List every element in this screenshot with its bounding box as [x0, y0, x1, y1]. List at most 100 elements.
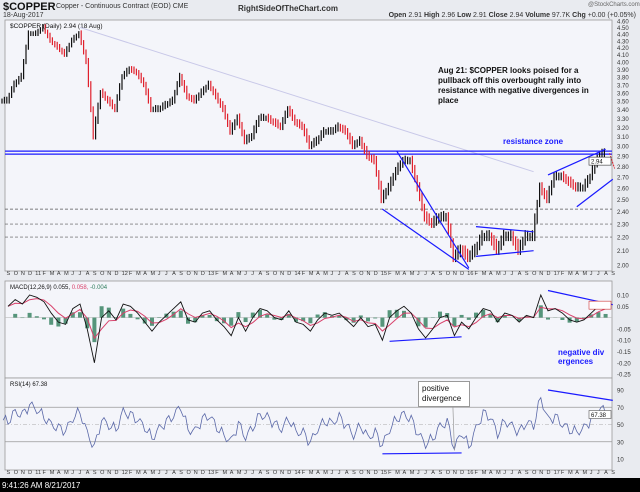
volume-label: Volume [525, 12, 550, 19]
x-axis-tick: M [50, 470, 55, 476]
x-axis-tick: J [511, 470, 514, 476]
macd-histogram-bar [250, 312, 255, 318]
x-axis-tick: M [309, 271, 314, 277]
macd-histogram-bar [85, 317, 90, 329]
close-value: 2.94 [509, 12, 524, 19]
x-axis-tick: D [115, 271, 119, 277]
price-axis-tick: 3.40 [617, 108, 629, 114]
x-axis-tick: S [266, 271, 270, 277]
trendline [475, 250, 534, 257]
x-axis-tick: D [201, 271, 205, 277]
annotation-note: Aug 21: $COPPER looks poised for a pullb… [438, 66, 589, 105]
macd-histogram-bar [373, 317, 378, 319]
x-axis-tick: F [475, 470, 479, 476]
x-axis-tick: M [64, 271, 69, 277]
x-axis-tick: D [374, 470, 378, 476]
x-axis-tick: D [28, 271, 32, 277]
x-axis-tick: M [410, 271, 415, 277]
x-axis-tick: N [21, 470, 25, 476]
x-axis-tick: 15 [381, 470, 387, 476]
x-axis-tick: O [187, 470, 192, 476]
macd-signal-line [7, 298, 606, 340]
x-axis-tick: J [511, 271, 514, 277]
macd-histogram-bar [106, 307, 111, 318]
high-label: High [423, 12, 440, 19]
x-axis-tick: M [50, 271, 55, 277]
macd-histogram-bar [438, 311, 442, 318]
x-axis-tick: J [331, 470, 334, 476]
macd-histogram-bar [272, 317, 277, 320]
macd-histogram-bar [322, 312, 327, 318]
x-axis-tick: S [7, 271, 11, 277]
low-label: Low [457, 12, 472, 19]
trendline [396, 150, 470, 269]
x-axis-tick: 14 [295, 470, 301, 476]
rsi-last-value: 67.38 [591, 413, 607, 419]
price-axis-tick: 3.60 [617, 91, 629, 97]
symbol-description: Copper - Continuous Contract (EOD) CME [56, 3, 189, 10]
x-axis-tick: S [439, 271, 443, 277]
macd-histogram-bar [150, 317, 154, 326]
x-axis-tick: J [417, 271, 420, 277]
price-last-box [588, 156, 612, 166]
chart-canvas[interactable]: 4.604.504.404.304.204.104.00 3.903.80 3.70… [0, 0, 640, 478]
macd-histogram-bar [502, 315, 507, 318]
x-axis-tick: N [453, 271, 457, 277]
x-axis-tick: O [14, 470, 19, 476]
x-axis-tick: A [604, 271, 608, 277]
rsi-axis-tick: 50 [617, 423, 624, 429]
x-axis-tick: J [165, 271, 168, 277]
x-axis-tick: 11 [35, 470, 41, 476]
x-axis-tick: 15 [381, 271, 387, 277]
macd-histogram-bar [92, 317, 97, 343]
macd-histogram-bar [294, 317, 298, 322]
x-axis-tick: A [86, 271, 90, 277]
x-axis-tick: N [367, 470, 371, 476]
x-axis-tick: D [28, 470, 32, 476]
macd-histogram-bar [63, 317, 68, 324]
price-legend: $COPPER (Daily) 2.94 (18 Aug) [10, 23, 102, 30]
rsi-legend: RSI(14) 67.38 [10, 382, 48, 388]
x-axis-tick: M [496, 271, 501, 277]
x-axis-tick: M [64, 470, 69, 476]
x-axis-tick: F [43, 470, 47, 476]
ohlc-readout: Open 2.91 High 2.96 Low 2.91 Close 2.94 … [389, 12, 636, 19]
x-axis-tick: A [143, 271, 147, 277]
x-axis-tick: M [237, 470, 242, 476]
x-axis-tick: F [129, 271, 133, 277]
macd-legend: MACD(12,26,9) 0.055, 0.058, -0.004 [10, 285, 108, 291]
x-axis-tick: D [547, 271, 551, 277]
macd-histogram-bar [474, 312, 478, 318]
x-axis-tick: J [417, 470, 420, 476]
price-last-value: 2.94 [591, 160, 603, 166]
price-axis-tick: 4.50 [617, 26, 629, 32]
x-axis-tick: 12 [122, 470, 128, 476]
macd-histogram-bar [135, 317, 140, 320]
x-axis-tick: M [223, 470, 228, 476]
macd-histogram-bar [243, 317, 248, 323]
price-axis-tick: 2.60 [617, 187, 629, 193]
x-axis-tick: S [352, 470, 356, 476]
x-axis-tick: J [251, 271, 254, 277]
x-axis-tick: 13 [208, 470, 214, 476]
x-axis-tick: S [266, 470, 270, 476]
trendline [547, 148, 606, 176]
x-axis-tick: J [590, 271, 593, 277]
x-axis-tick: A [230, 271, 234, 277]
x-axis-tick: A [172, 271, 176, 277]
x-axis-tick: A [575, 271, 579, 277]
macd-histogram-bar [34, 316, 39, 318]
macd-signal-value: 0.058, [72, 285, 90, 291]
x-axis-tick: M [496, 470, 501, 476]
price-axis-tick: 3.20 [617, 126, 629, 132]
x-axis-tick: A [489, 470, 493, 476]
x-axis-tick: 16 [467, 271, 473, 277]
x-axis-tick: A [259, 470, 263, 476]
negative-divergence-label: negative divergences [558, 348, 605, 366]
x-axis-tick: S [439, 470, 443, 476]
pullback-arrow [609, 152, 616, 169]
positive-divergence-label: positive divergence [418, 381, 470, 407]
x-axis-tick: D [115, 470, 119, 476]
macd-histogram-bar [200, 315, 205, 318]
chart-date: 18-Aug-2017 [3, 12, 44, 19]
